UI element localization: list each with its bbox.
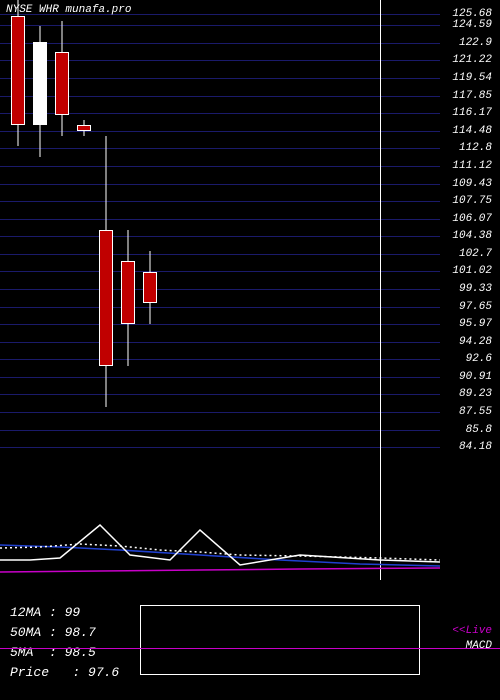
chart-container: NYSE WHR munafa.pro 125.68124.59 122.9 121…: [0, 0, 500, 700]
info-box: [140, 605, 420, 675]
price-label: Price : 97.6: [10, 665, 119, 680]
candle-body: [55, 52, 69, 115]
indicator-line: [0, 568, 440, 572]
grid-label: 122.9: [459, 37, 492, 49]
grid-label: 92.6: [466, 353, 492, 365]
indicator-panel: [0, 470, 440, 580]
grid-label: 94.28: [459, 336, 492, 348]
candlestick-series: [0, 0, 440, 470]
chart-title: NYSE WHR munafa.pro: [6, 4, 131, 16]
grid-label: 121.22: [452, 54, 492, 66]
candle-body: [11, 16, 25, 126]
grid-label: 111.12: [452, 160, 492, 172]
grid-label: 114.48: [452, 125, 492, 137]
ma50-label: 50MA : 98.7: [10, 625, 96, 640]
grid-label: 102.7: [459, 248, 492, 260]
candle-body: [77, 125, 91, 130]
grid-label: 124.59: [452, 19, 492, 31]
candle-body: [121, 261, 135, 324]
grid-label: 109.43: [452, 178, 492, 190]
grid-label: 90.91: [459, 371, 492, 383]
grid-label: 116.17: [452, 107, 492, 119]
candle-body: [143, 272, 157, 303]
grid-label: 84.18: [459, 441, 492, 453]
grid-label: 117.85: [452, 90, 492, 102]
grid-label: 119.54: [452, 72, 492, 84]
grid-label: 87.55: [459, 406, 492, 418]
indicator-line: [0, 544, 440, 560]
grid-label: 99.33: [459, 283, 492, 295]
magenta-baseline: [0, 648, 500, 649]
grid-label: 112.8: [459, 142, 492, 154]
grid-label: 125.68: [452, 8, 492, 20]
grid-label: 85.8: [466, 424, 492, 436]
candle-body: [99, 230, 113, 366]
grid-label: 107.75: [452, 195, 492, 207]
macd-label: MACD: [466, 640, 492, 652]
grid-label: 97.65: [459, 301, 492, 313]
grid-label: 89.23: [459, 388, 492, 400]
grid-label: 101.02: [452, 265, 492, 277]
grid-label: 95.97: [459, 318, 492, 330]
live-label: <<Live: [452, 625, 492, 637]
ma12-label: 12MA : 99: [10, 605, 80, 620]
grid-label: 104.38: [452, 230, 492, 242]
grid-label: 106.07: [452, 213, 492, 225]
bottom-info-panel: 12MA : 99 50MA : 98.7 5MA : 98.5 Price :…: [0, 580, 500, 700]
candle-body: [33, 42, 47, 126]
